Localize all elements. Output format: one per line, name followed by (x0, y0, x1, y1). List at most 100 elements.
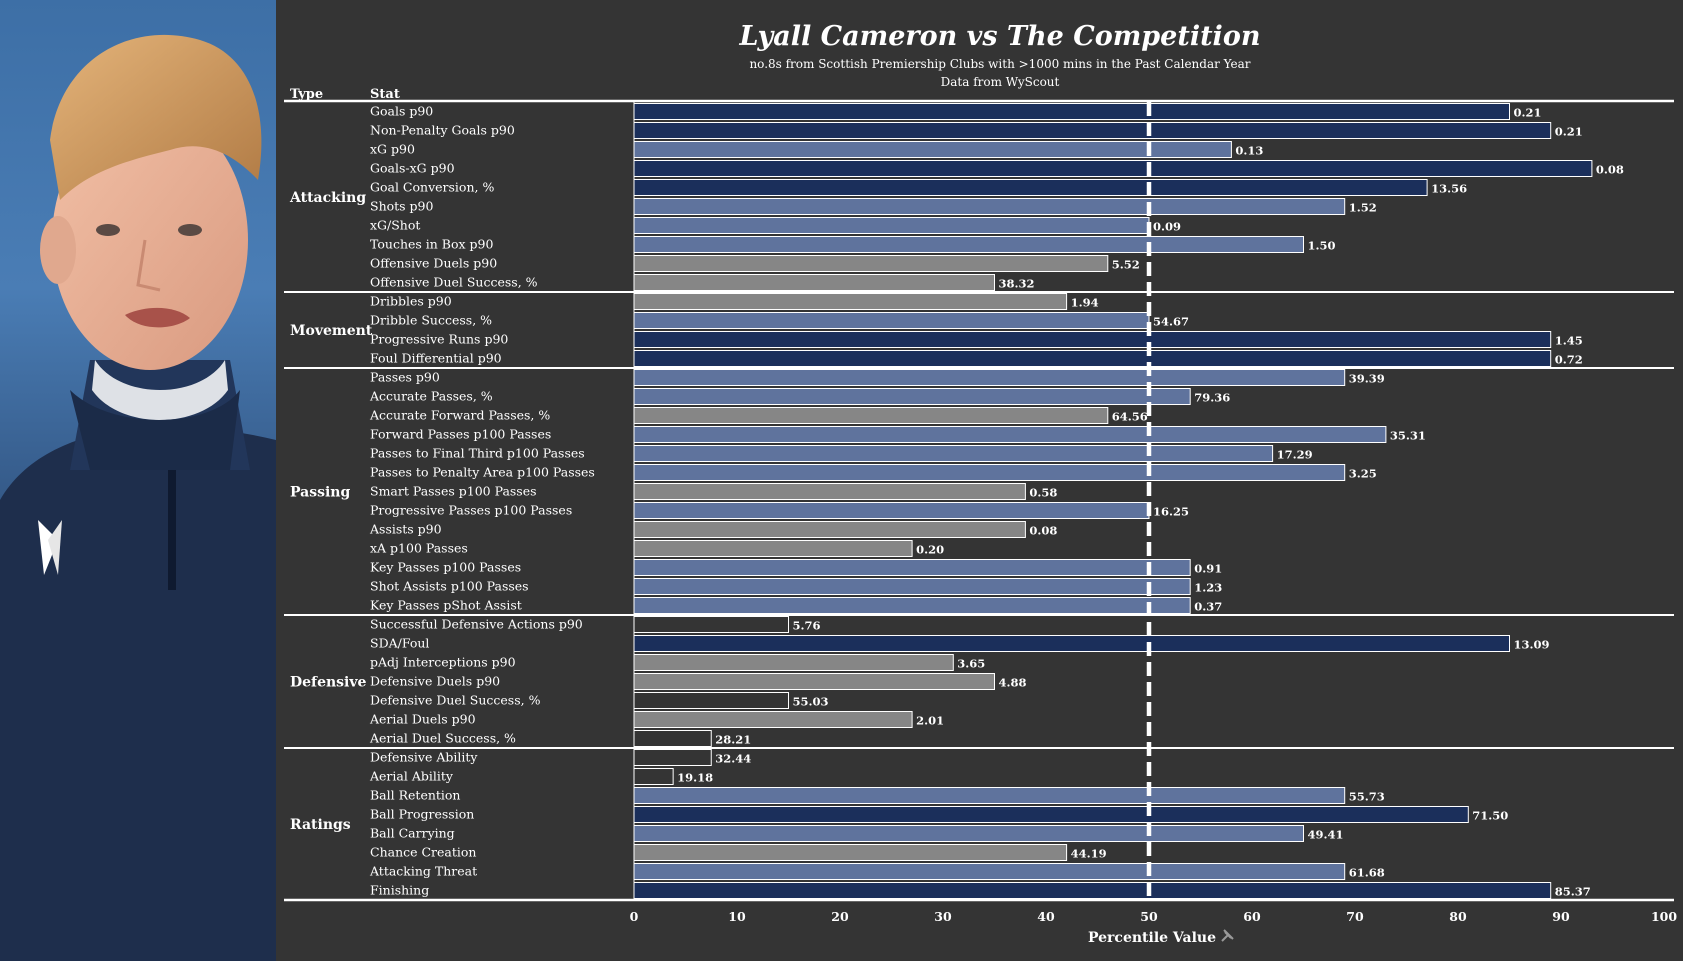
stat-label: Dribbles p90 (370, 294, 452, 309)
bar (633, 787, 1346, 804)
stat-label: Dribble Success, % (370, 313, 492, 328)
bar (633, 673, 995, 690)
bar (633, 578, 1191, 595)
bar (633, 749, 712, 766)
stat-label: Attacking Threat (369, 864, 477, 879)
x-tick-label: 20 (831, 909, 849, 924)
group-label: Attacking (289, 190, 366, 206)
group-label: Defensive (290, 675, 366, 691)
value-label: 1.94 (1071, 296, 1099, 310)
stat-label: Defensive Ability (370, 750, 478, 765)
bar (633, 635, 1510, 652)
stat-label: Passes to Final Third p100 Passes (370, 446, 585, 461)
value-label: 0.58 (1029, 486, 1057, 500)
value-label: 1.50 (1308, 239, 1336, 253)
value-label: 38.32 (999, 277, 1035, 291)
bar (633, 502, 1150, 519)
stat-label: Accurate Passes, % (369, 389, 493, 404)
x-tick-label: 10 (728, 909, 746, 924)
bar (633, 312, 1150, 329)
chart-subtitle: no.8s from Scottish Premiership Clubs wi… (749, 57, 1250, 71)
bars-layer (633, 103, 1593, 899)
bar (633, 350, 1552, 367)
value-label: 1.52 (1349, 201, 1377, 215)
stat-column-header: Stat (370, 87, 400, 102)
stat-label: Chance Creation (370, 845, 476, 860)
x-axis-title: Percentile Value (1088, 930, 1216, 946)
value-label: 0.37 (1194, 600, 1222, 614)
chart-title: Lyall Cameron vs The Competition (739, 21, 1261, 52)
stat-label: pAdj Interceptions p90 (370, 655, 516, 670)
bar (633, 806, 1469, 823)
bar (633, 426, 1387, 443)
stat-label: Assists p90 (369, 522, 442, 537)
bar (633, 274, 995, 291)
stat-label: Ball Retention (370, 788, 461, 803)
stat-label: Offensive Duel Success, % (370, 275, 538, 290)
value-label: 16.25 (1153, 505, 1189, 519)
value-label: 19.18 (677, 771, 713, 785)
value-label: 4.88 (999, 676, 1027, 690)
x-tick-label: 80 (1449, 909, 1467, 924)
stat-label: Finishing (370, 883, 429, 898)
stat-label: Foul Differential p90 (370, 351, 502, 366)
x-tick-label: 50 (1140, 909, 1158, 924)
stat-label: Passes p90 (370, 370, 440, 385)
stat-label: Smart Passes p100 Passes (370, 484, 537, 499)
x-tick-label: 40 (1037, 909, 1055, 924)
bar (633, 825, 1304, 842)
value-label: 32.44 (715, 752, 751, 766)
value-label: 0.08 (1596, 163, 1624, 177)
stat-label: Aerial Ability (369, 769, 454, 784)
bar (633, 388, 1191, 405)
stat-label: Passes to Penalty Area p100 Passes (370, 465, 595, 480)
bar (633, 217, 1150, 234)
bar (633, 483, 1026, 500)
bar (633, 654, 954, 671)
value-label: 39.39 (1349, 372, 1385, 386)
bar (633, 464, 1346, 481)
stat-label: Defensive Duels p90 (370, 674, 500, 689)
bar (633, 692, 789, 709)
player-silhouette-icon (0, 34, 276, 961)
stat-label: Forward Passes p100 Passes (370, 427, 551, 442)
stat-label: Aerial Duel Success, % (369, 731, 516, 746)
group-label: Passing (290, 485, 350, 501)
value-label: 35.31 (1390, 429, 1426, 443)
value-label: 0.08 (1029, 524, 1057, 538)
stat-label: Goal Conversion, % (370, 180, 494, 195)
bar (633, 179, 1428, 196)
value-label: 5.52 (1112, 258, 1140, 272)
value-label: 44.19 (1071, 847, 1107, 861)
stat-label: Successful Defensive Actions p90 (370, 617, 583, 632)
value-label: 79.36 (1194, 391, 1230, 405)
bar (633, 369, 1346, 386)
x-tick-label: 0 (630, 909, 639, 924)
bar (633, 198, 1346, 215)
type-column-header: Type (290, 87, 323, 102)
value-label: 0.20 (916, 543, 944, 557)
stat-label: Defensive Duel Success, % (370, 693, 541, 708)
bar (633, 616, 789, 633)
value-label: 0.21 (1555, 125, 1583, 139)
value-label: 1.23 (1194, 581, 1222, 595)
stat-label: Touches in Box p90 (370, 237, 493, 252)
bar (633, 559, 1191, 576)
bar (633, 711, 913, 728)
stat-label: Shots p90 (370, 199, 434, 214)
value-label: 61.68 (1349, 866, 1385, 880)
bar (633, 730, 712, 747)
x-axis-ticks: 0 10 20 30 40 50 60 70 80 90 100 (630, 909, 1678, 924)
stat-label: Ball Progression (370, 807, 474, 822)
value-label: 5.76 (793, 619, 821, 633)
bar (633, 293, 1068, 310)
value-label: 49.41 (1308, 828, 1344, 842)
bar (633, 445, 1274, 462)
value-label: 0.09 (1153, 220, 1181, 234)
x-tick-label: 70 (1346, 909, 1364, 924)
value-label: 55.03 (793, 695, 829, 709)
bar (633, 103, 1510, 120)
groups-layer: Attacking Movement Passing Defensive Ratings (284, 99, 1674, 902)
stat-label: Goals-xG p90 (370, 161, 455, 176)
stat-label: Non-Penalty Goals p90 (370, 123, 515, 138)
